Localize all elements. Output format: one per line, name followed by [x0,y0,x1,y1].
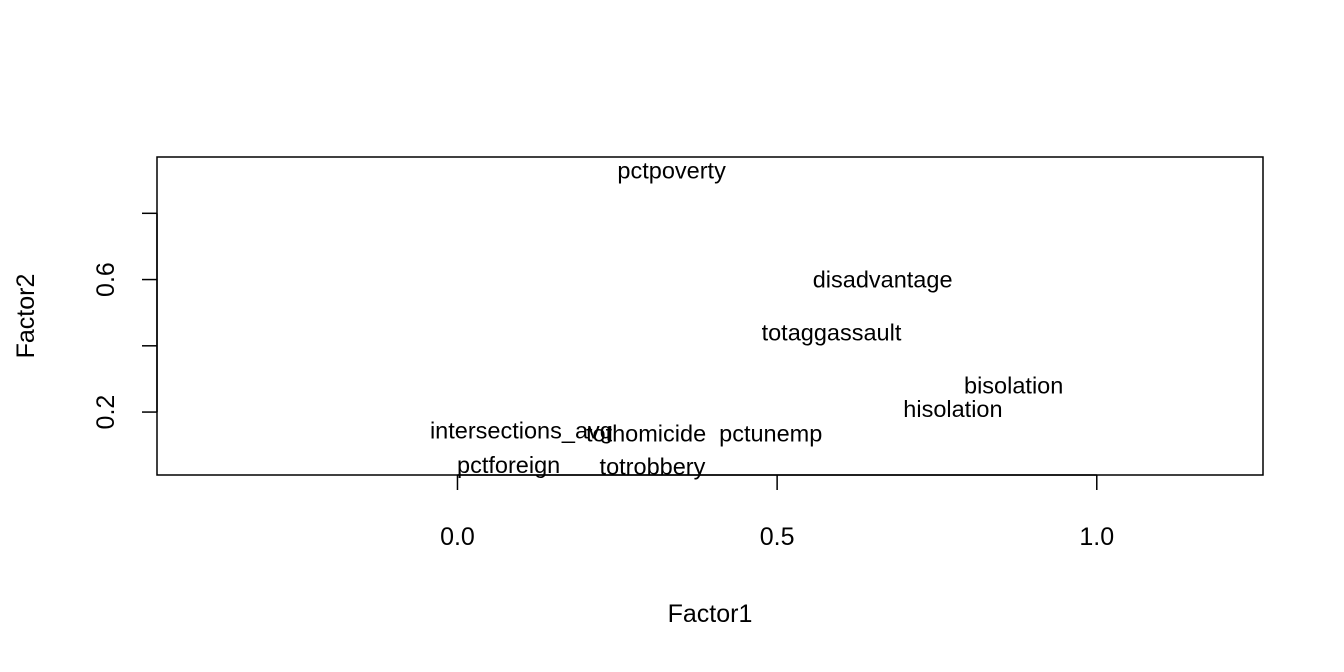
y-axis-title: Factor2 [12,274,40,359]
point-label-hisolation: hisolation [903,396,1002,422]
point-label-pctpoverty: pctpoverty [617,157,726,183]
x-tick-label: 0.0 [440,523,475,551]
point-label-pctunemp: pctunemp [719,421,822,447]
point-label-intersections-avg: intersections_avg [430,417,613,443]
x-tick-label: 0.5 [760,523,795,551]
point-label-bisolation: bisolation [964,373,1063,399]
point-label-totaggassault: totaggassault [762,320,902,346]
point-labels: pctpoverty disadvantage totaggassault bisol… [430,157,1063,479]
point-label-disadvantage: disadvantage [813,267,953,293]
point-label-totrobbery: totrobbery [600,454,706,480]
x-axis: 0.0 0.5 1.0 [440,474,1114,551]
plot-frame [156,156,1264,476]
x-axis-title: Factor1 [668,600,753,628]
y-tick-label: 0.6 [92,262,120,297]
point-label-pctforeign: pctforeign [457,452,560,478]
x-tick-label: 1.0 [1079,523,1114,551]
y-axis: 0.2 0.6 [92,212,158,430]
point-label-tothomicide: tothomicide [586,421,706,447]
y-tick-label: 0.2 [92,395,120,430]
